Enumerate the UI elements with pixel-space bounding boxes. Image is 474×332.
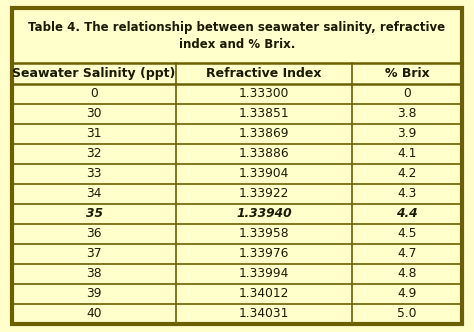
Text: index and % Brix.: index and % Brix. <box>179 38 295 51</box>
Text: 0: 0 <box>90 87 98 100</box>
Text: 1.33922: 1.33922 <box>239 187 289 200</box>
Text: 1.34031: 1.34031 <box>239 307 289 320</box>
Text: 39: 39 <box>86 287 102 300</box>
Text: Refractive Index: Refractive Index <box>206 67 322 80</box>
Text: 1.33904: 1.33904 <box>239 167 289 180</box>
Text: Seawater Salinity (ppt): Seawater Salinity (ppt) <box>12 67 176 80</box>
Text: 30: 30 <box>86 107 102 120</box>
Text: 40: 40 <box>86 307 102 320</box>
Text: 4.7: 4.7 <box>397 247 417 260</box>
Text: 4.8: 4.8 <box>397 267 417 280</box>
Text: 3.9: 3.9 <box>397 127 417 140</box>
Text: 1.34012: 1.34012 <box>239 287 289 300</box>
Text: 0: 0 <box>403 87 411 100</box>
Text: 5.0: 5.0 <box>397 307 417 320</box>
Text: 1.33869: 1.33869 <box>239 127 289 140</box>
Text: 4.1: 4.1 <box>397 147 417 160</box>
Text: Table 4. The relationship between seawater salinity, refractive: Table 4. The relationship between seawat… <box>28 21 446 34</box>
Text: 1.33851: 1.33851 <box>239 107 289 120</box>
Text: 33: 33 <box>86 167 102 180</box>
Text: 38: 38 <box>86 267 102 280</box>
Text: 4.4: 4.4 <box>396 207 418 220</box>
Text: % Brix: % Brix <box>384 67 429 80</box>
Text: 31: 31 <box>86 127 102 140</box>
Text: 4.2: 4.2 <box>397 167 417 180</box>
Text: 4.3: 4.3 <box>397 187 417 200</box>
Text: 4.9: 4.9 <box>397 287 417 300</box>
Text: 32: 32 <box>86 147 102 160</box>
Text: 1.33994: 1.33994 <box>239 267 289 280</box>
Text: 36: 36 <box>86 227 102 240</box>
Text: 1.33958: 1.33958 <box>239 227 289 240</box>
Text: 4.5: 4.5 <box>397 227 417 240</box>
Text: 1.33940: 1.33940 <box>236 207 292 220</box>
Text: 3.8: 3.8 <box>397 107 417 120</box>
Text: 37: 37 <box>86 247 102 260</box>
Text: 1.33886: 1.33886 <box>239 147 289 160</box>
Text: 35: 35 <box>85 207 102 220</box>
Text: 1.33976: 1.33976 <box>239 247 289 260</box>
Text: 1.33300: 1.33300 <box>239 87 289 100</box>
Text: 34: 34 <box>86 187 102 200</box>
